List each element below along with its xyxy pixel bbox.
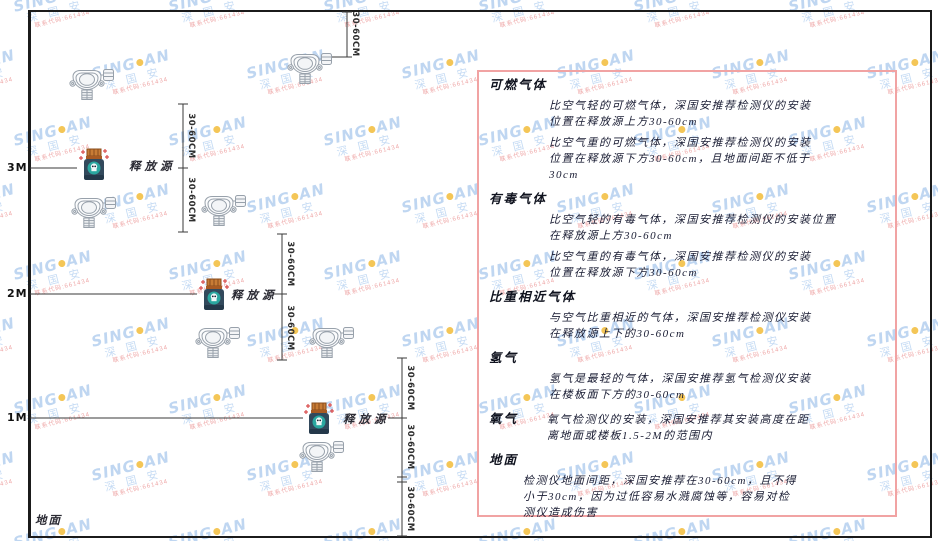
section-paragraph: 比空气重的可燃气体，深国安推荐检测仪的安装 位置在释放源下方30-60cm，且地… — [549, 135, 883, 183]
dimension-label: 30-60CM — [405, 365, 415, 411]
section-heading: 氢气 — [489, 351, 519, 365]
room-frame — [28, 10, 932, 538]
release-source-icon — [303, 402, 335, 436]
dimension-label: 30-60CM — [186, 113, 196, 159]
dimension-label: 30-60CM — [350, 11, 360, 57]
section-paragraph: 检测仪地面间距，深国安推荐在30-60cm，且不得 小于30cm，因为过低容易水… — [523, 473, 883, 521]
section-ground: 地面 检测仪地面间距，深国安推荐在30-60cm，且不得 小于30cm，因为过低… — [489, 453, 883, 521]
section-heading: 可燃气体 — [489, 78, 548, 92]
section-oxygen: 氧气 氧气检测仪的安装，深国安推荐其安装高度在距 离地面或楼板1.5-2M的范围… — [489, 412, 883, 444]
section-heading: 氧气 — [489, 412, 519, 426]
section-paragraph: 与空气比重相近的气体，深国安推荐检测仪安装 在释放源上下的30-60cm — [549, 310, 883, 342]
gas-detector-icon — [309, 325, 355, 363]
dimension-label: 30-60CM — [405, 424, 415, 470]
text-line: 氧气检测仪的安装，深国安推荐其安装高度在距 — [547, 414, 810, 426]
axis-label-3m: 3M — [7, 161, 28, 174]
axis-label-2m: 2M — [7, 287, 28, 300]
gas-detector-icon — [299, 439, 345, 477]
dimension-label: 30-60CM — [285, 241, 295, 287]
release-source-label: 释放源 — [129, 161, 176, 173]
dimension-label: 30-60CM — [405, 486, 415, 532]
gas-detector-icon — [287, 51, 333, 89]
text-line: 在楼板面下方的30-60cm — [549, 389, 686, 401]
text-line: 氢气是最轻的气体，深国安推荐氢气检测仪安装 — [549, 373, 812, 385]
text-line: 比空气重的可燃气体，深国安推荐检测仪的安装 — [549, 137, 812, 149]
section-paragraph: 比空气轻的可燃气体，深国安推荐检测仪的安装 位置在释放源上方30-60cm — [549, 98, 883, 130]
gas-detector-icon — [71, 195, 117, 233]
dimension-lines — [178, 11, 407, 537]
section-heading: 有毒气体 — [489, 192, 548, 206]
text-line: 与空气比重相近的气体，深国安推荐检测仪安装 — [549, 312, 812, 324]
text-line: 30cm — [549, 169, 579, 181]
dimension-label: 30-60CM — [186, 177, 196, 223]
section-paragraph: 氧气检测仪的安装，深国安推荐其安装高度在距 离地面或楼板1.5-2M的范围内 — [547, 412, 810, 444]
ground-label: 地面 — [35, 515, 62, 527]
section-flammable-gas: 可燃气体 比空气轻的可燃气体，深国安推荐检测仪的安装 位置在释放源上方30-60… — [489, 78, 883, 183]
gas-detector-icon — [195, 325, 241, 363]
release-source-label: 释放源 — [231, 290, 278, 302]
release-source-icon — [198, 278, 230, 312]
text-line: 在释放源上方30-60cm — [549, 230, 673, 242]
section-hydrogen: 氢气 氢气是最轻的气体，深国安推荐氢气检测仪安装 在楼板面下方的30-60cm — [489, 351, 883, 403]
text-line: 测仪造成伤害 — [523, 507, 598, 519]
text-line: 位置在释放源下方30-60cm — [549, 267, 698, 279]
release-source-label: 释放源 — [343, 414, 390, 426]
text-line: 比空气轻的有毒气体，深国安推荐检测仪的安装位置 — [549, 214, 837, 226]
text-line: 比空气重的有毒气体，深国安推荐检测仪的安装 — [549, 251, 812, 263]
release-source-icon — [78, 148, 110, 182]
text-line: 位置在释放源上方30-60cm — [549, 116, 698, 128]
dimension-label: 30-60CM — [285, 305, 295, 351]
section-heading: 地面 — [489, 453, 519, 467]
text-line: 比空气轻的可燃气体，深国安推荐检测仪的安装 — [549, 100, 812, 112]
section-toxic-gas: 有毒气体 比空气轻的有毒气体，深国安推荐检测仪的安装位置 在释放源上方30-60… — [489, 192, 883, 281]
level-lines — [30, 56, 403, 419]
section-similar-density-gas: 比重相近气体 与空气比重相近的气体，深国安推荐检测仪安装 在释放源上下的30-6… — [489, 290, 883, 342]
text-line: 离地面或楼板1.5-2M的范围内 — [547, 430, 714, 442]
section-heading: 比重相近气体 — [489, 290, 577, 304]
text-line: 检测仪地面间距，深国安推荐在30-60cm，且不得 — [523, 475, 797, 487]
axis-label-1m: 1M — [7, 411, 28, 424]
text-line: 小于30cm，因为过低容易水溅腐蚀等，容易对检 — [523, 491, 791, 503]
text-line: 在释放源上下的30-60cm — [549, 328, 686, 340]
section-paragraph: 比空气轻的有毒气体，深国安推荐检测仪的安装位置 在释放源上方30-60cm — [549, 212, 883, 244]
section-paragraph: 氢气是最轻的气体，深国安推荐氢气检测仪安装 在楼板面下方的30-60cm — [549, 371, 883, 403]
text-line: 位置在释放源下方30-60cm，且地面间距不低于 — [549, 153, 811, 165]
installation-guide-panel: 可燃气体 比空气轻的可燃气体，深国安推荐检测仪的安装 位置在释放源上方30-60… — [477, 70, 897, 519]
gas-detector-icon — [69, 67, 115, 105]
section-paragraph: 比空气重的有毒气体，深国安推荐检测仪的安装 位置在释放源下方30-60cm — [549, 249, 883, 281]
gas-detector-icon — [201, 193, 247, 231]
